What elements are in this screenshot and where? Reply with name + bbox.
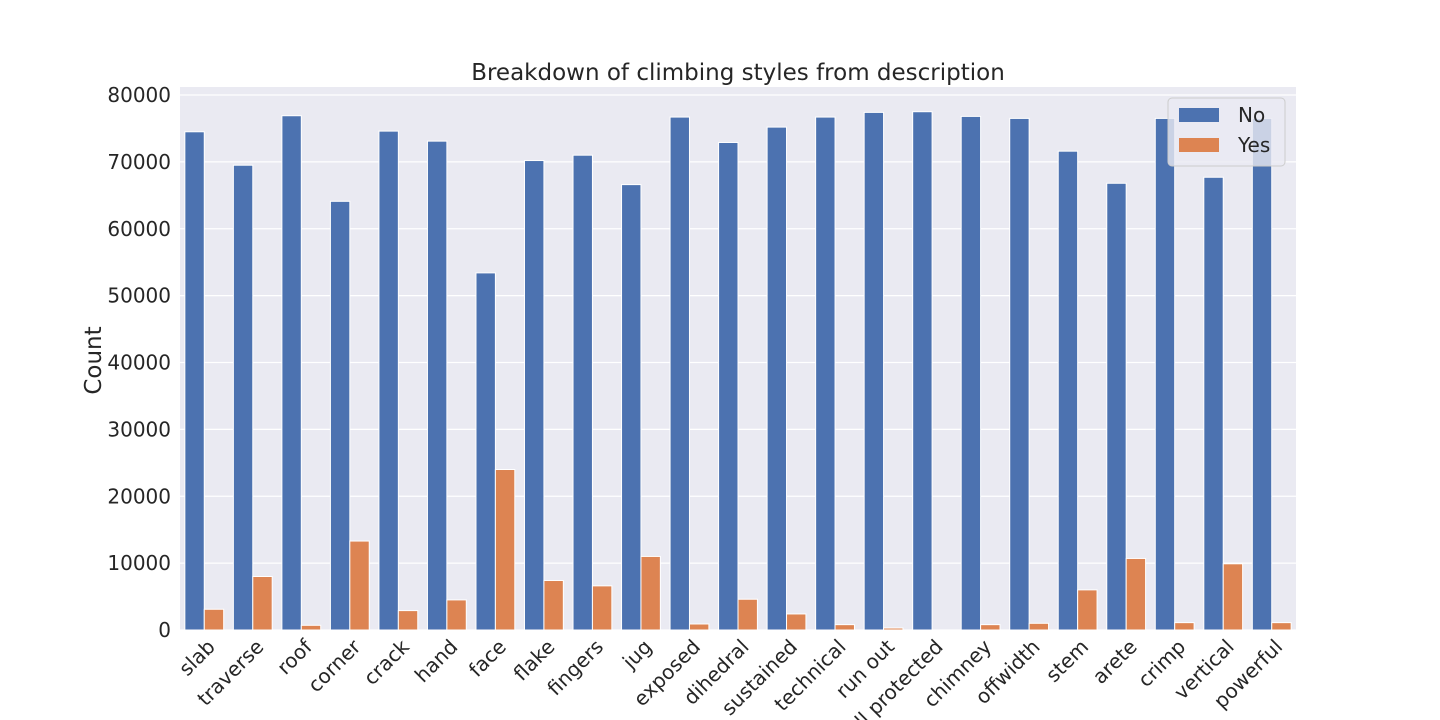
bar-no-chimney <box>960 115 982 631</box>
y-tick-label: 30000 <box>107 417 171 441</box>
bar-yes-technical <box>834 624 855 631</box>
bar-no-exposed <box>669 116 690 631</box>
bar-no-jug <box>621 184 642 631</box>
x-tick-label: arete <box>1088 635 1142 689</box>
bar-no-slab <box>184 131 205 631</box>
bar-no-stem <box>1057 150 1079 631</box>
bar-no-crimp <box>1154 117 1176 631</box>
bar-no-sustained <box>766 126 788 631</box>
bar-no-arete <box>1106 182 1127 631</box>
bar-no-face <box>475 272 496 631</box>
bar-yes-chimney <box>980 624 1001 631</box>
legend: No Yes <box>1167 97 1286 167</box>
bar-yes-fingers <box>591 585 613 631</box>
bar-yes-corner <box>349 540 370 631</box>
bar-no-crack <box>378 130 399 631</box>
y-tick-label: 20000 <box>107 484 171 508</box>
chart-title: Breakdown of climbing styles from descri… <box>471 60 1005 86</box>
bars <box>184 111 1292 631</box>
bar-no-powerful <box>1251 117 1273 631</box>
y-tick-label: 40000 <box>107 351 171 375</box>
bar-yes-traverse <box>252 576 273 631</box>
bar-yes-powerful <box>1271 622 1292 631</box>
bar-yes-crack <box>397 610 419 631</box>
bar-yes-face <box>494 469 516 631</box>
bar-no-dihedral <box>718 141 739 631</box>
bar-no-well-protected <box>912 111 933 631</box>
bar-yes-sustained <box>786 613 807 631</box>
x-tick-label: hand <box>410 635 463 688</box>
bar-yes-crimp <box>1174 622 1195 631</box>
legend-swatch-no <box>1179 108 1219 122</box>
legend-swatch-yes <box>1179 138 1219 152</box>
y-tick-label: 70000 <box>107 150 171 174</box>
bar-no-traverse <box>232 164 254 631</box>
bar-yes-slab <box>203 608 225 631</box>
bar-yes-run-out <box>883 627 904 631</box>
y-axis-label: Count <box>81 326 107 394</box>
y-tick-label: 0 <box>158 618 171 642</box>
legend-label-yes: Yes <box>1237 133 1270 157</box>
bar-no-offwidth <box>1009 117 1030 631</box>
y-tick-label: 80000 <box>107 83 171 107</box>
bar-yes-flake <box>543 580 564 631</box>
bar-no-roof <box>281 115 302 631</box>
bar-yes-arete <box>1125 557 1147 631</box>
y-tick-label: 50000 <box>107 284 171 308</box>
bar-no-flake <box>524 160 545 631</box>
bar-no-vertical <box>1203 176 1224 631</box>
legend-label-no: No <box>1238 103 1265 127</box>
y-axis-ticks: 0 10000 20000 30000 40000 50000 60000 70000 8000… <box>107 83 171 642</box>
x-tick-label: jug <box>617 635 657 675</box>
y-tick-label: 10000 <box>107 551 171 575</box>
bar-yes-exposed <box>688 623 710 631</box>
y-tick-label: 60000 <box>107 217 171 241</box>
x-tick-label: crack <box>359 634 414 689</box>
bar-no-run-out <box>863 111 885 631</box>
bar-yes-stem <box>1077 589 1098 631</box>
x-tick-label: corner <box>303 634 366 697</box>
bar-no-hand <box>426 140 448 631</box>
bar-no-corner <box>329 200 351 631</box>
x-tick-label: face <box>464 635 511 682</box>
x-tick-label: stem <box>1041 635 1093 687</box>
bar-no-fingers <box>572 154 593 631</box>
bar-no-technical <box>815 116 836 631</box>
bar-yes-offwidth <box>1028 622 1050 631</box>
bar-yes-roof <box>300 624 322 631</box>
bar-yes-hand <box>446 599 467 631</box>
bar-yes-vertical <box>1222 563 1244 631</box>
bar-yes-dihedral <box>737 598 758 631</box>
bar-yes-jug <box>640 555 661 631</box>
